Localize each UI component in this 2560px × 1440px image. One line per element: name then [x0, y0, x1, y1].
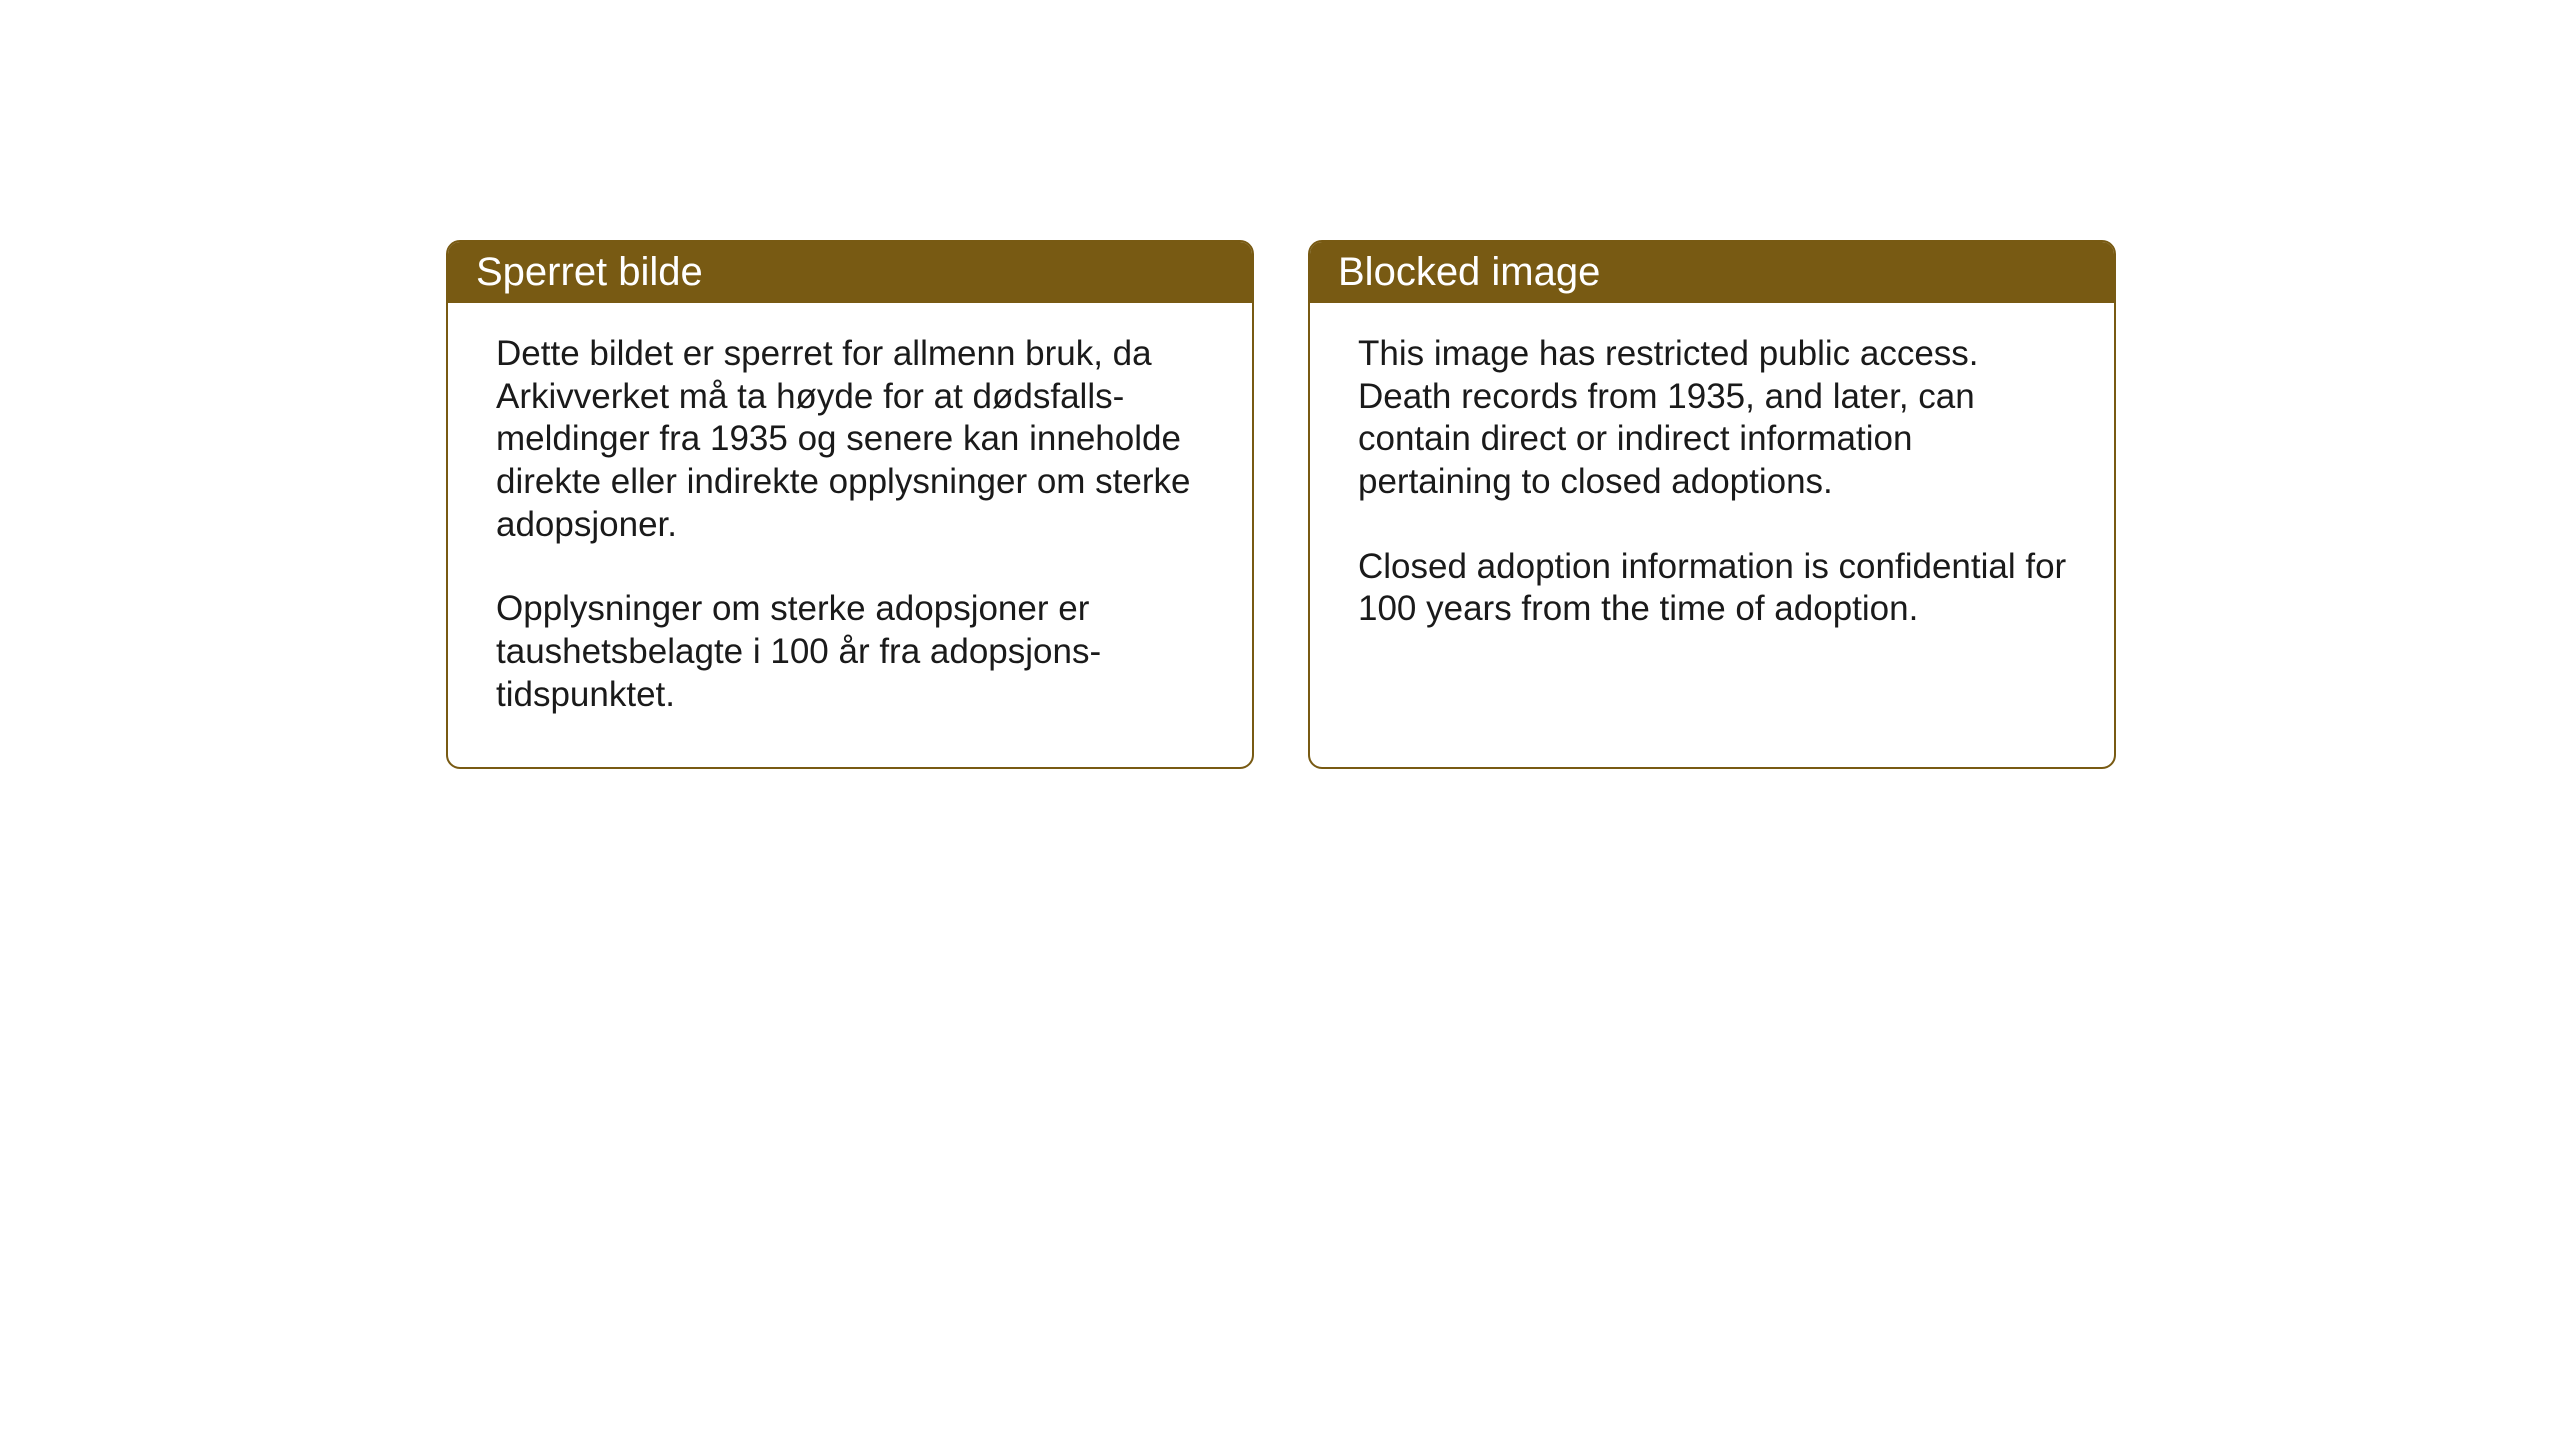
card-paragraph1-norwegian: Dette bildet er sperret for allmenn bruk…: [496, 333, 1208, 546]
card-body-english: This image has restricted public access.…: [1310, 303, 2114, 727]
card-paragraph1-english: This image has restricted public access.…: [1358, 333, 2070, 504]
card-norwegian: Sperret bilde Dette bildet er sperret fo…: [446, 240, 1254, 769]
card-title-norwegian: Sperret bilde: [476, 250, 703, 294]
card-header-english: Blocked image: [1310, 242, 2114, 303]
card-title-english: Blocked image: [1338, 250, 1600, 294]
card-paragraph2-norwegian: Opplysninger om sterke adopsjoner er tau…: [496, 588, 1208, 716]
card-header-norwegian: Sperret bilde: [448, 242, 1252, 303]
cards-container: Sperret bilde Dette bildet er sperret fo…: [446, 240, 2560, 769]
card-paragraph2-english: Closed adoption information is confident…: [1358, 546, 2070, 631]
card-body-norwegian: Dette bildet er sperret for allmenn bruk…: [448, 303, 1252, 767]
card-english: Blocked image This image has restricted …: [1308, 240, 2116, 769]
